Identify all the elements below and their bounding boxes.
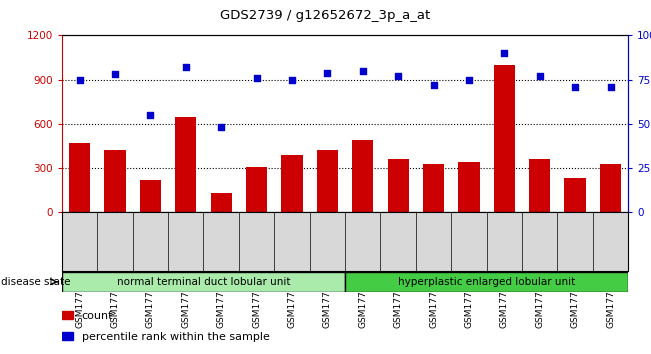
Bar [345,272,628,292]
Text: disease state: disease state [1,277,71,287]
Bar [423,164,444,212]
Bar [281,155,303,212]
Text: GDS2739 / g12652672_3p_a_at: GDS2739 / g12652672_3p_a_at [221,9,430,22]
Text: normal terminal duct lobular unit: normal terminal duct lobular unit [117,277,290,287]
Point [393,73,404,79]
Bar [316,150,338,212]
Point [74,77,85,82]
Bar [104,150,126,212]
Point [216,125,227,130]
Point [110,72,120,77]
Point [464,77,474,82]
Bar [69,143,90,212]
Text: hyperplastic enlarged lobular unit: hyperplastic enlarged lobular unit [398,277,575,287]
Bar [387,159,409,212]
Bar [62,332,73,340]
Bar [140,180,161,212]
Point [534,73,545,79]
Bar [529,159,550,212]
Point [322,70,333,75]
Bar [564,178,586,212]
Bar [600,164,621,212]
Point [570,84,580,90]
Bar [246,167,267,212]
Bar [493,65,515,212]
Point [251,75,262,81]
Bar [352,140,374,212]
Text: count: count [81,311,113,321]
Bar [175,116,197,212]
Point [499,50,510,56]
Point [428,82,439,88]
Point [180,64,191,70]
Point [605,84,616,90]
Text: percentile rank within the sample: percentile rank within the sample [81,332,270,342]
Bar [458,162,480,212]
Point [357,68,368,74]
Point [145,112,156,118]
Bar [210,193,232,212]
Point [286,77,297,82]
Bar [62,272,345,292]
Bar [62,311,73,319]
